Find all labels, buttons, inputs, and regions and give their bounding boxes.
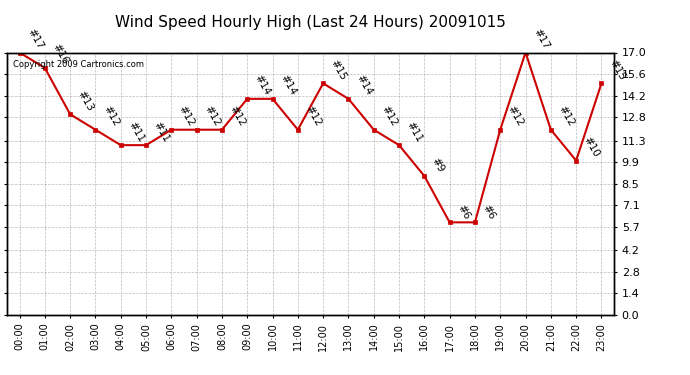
Text: #6: #6 xyxy=(480,202,497,221)
Text: #12: #12 xyxy=(101,104,121,128)
Text: #14: #14 xyxy=(278,74,298,98)
Text: #14: #14 xyxy=(354,74,374,98)
Text: #13: #13 xyxy=(76,89,95,113)
Text: #12: #12 xyxy=(380,104,399,128)
Text: #14: #14 xyxy=(253,74,273,98)
Text: #17: #17 xyxy=(25,27,45,51)
Text: Copyright 2009 Cartronics.com: Copyright 2009 Cartronics.com xyxy=(13,60,144,69)
Text: #11: #11 xyxy=(404,120,424,144)
Text: #15: #15 xyxy=(607,58,627,82)
Text: #12: #12 xyxy=(228,104,247,128)
Text: #6: #6 xyxy=(455,202,471,221)
Text: #11: #11 xyxy=(152,120,171,144)
Text: #15: #15 xyxy=(328,58,348,82)
Text: #16: #16 xyxy=(50,42,70,66)
Text: #12: #12 xyxy=(506,104,526,128)
Text: #17: #17 xyxy=(531,27,551,51)
Text: #12: #12 xyxy=(556,104,576,128)
Text: #9: #9 xyxy=(430,156,446,175)
Text: #12: #12 xyxy=(177,104,197,128)
Text: #11: #11 xyxy=(126,120,146,144)
Text: #12: #12 xyxy=(202,104,222,128)
Text: #10: #10 xyxy=(582,135,601,159)
Text: Wind Speed Hourly High (Last 24 Hours) 20091015: Wind Speed Hourly High (Last 24 Hours) 2… xyxy=(115,15,506,30)
Text: #12: #12 xyxy=(304,104,323,128)
